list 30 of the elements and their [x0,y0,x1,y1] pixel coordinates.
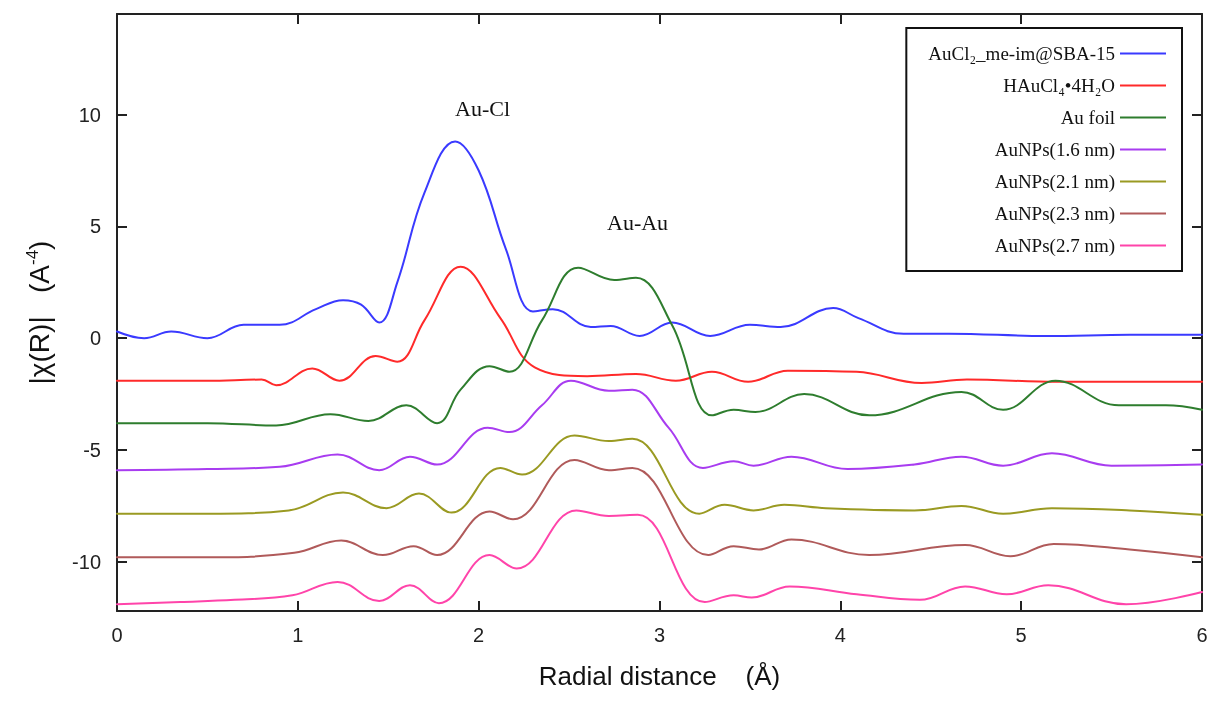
y-tick-label: 10 [78,103,101,126]
x-tick-label: 5 [1015,624,1027,646]
x-tick-label: 4 [834,624,846,646]
annotation: Au-Cl [455,95,510,121]
line-series [116,265,1203,387]
line-series [116,434,1203,516]
legend-label: AuNPs(1.6 nm) [994,139,1115,161]
x-tick-label: 1 [292,624,304,646]
line-series [116,140,1203,340]
legend-label: HAuCl₄•4H₂O [1003,75,1115,96]
legend-label: Au foil [1060,107,1115,128]
line-series [116,459,1203,559]
x-axis-title: Radial distance (Å) [538,661,781,691]
x-tick-label: 3 [653,624,666,646]
line-series [116,509,1203,606]
y-axis-title: |χ(R)| (A-4) [23,240,55,385]
y-tick-label: 0 [89,327,101,350]
x-tick-label: 6 [1196,624,1208,646]
line-series [116,266,1203,427]
legend-label: AuNPs(2.7 nm) [994,235,1115,257]
legend-label: AuCl₂_me-im@SBA-15 [928,43,1115,64]
y-tick-label: -5 [83,439,101,462]
x-tick-label: 2 [473,624,485,646]
y-tick-label: -10 [72,550,101,573]
legend-label: AuNPs(2.3 nm) [994,203,1115,225]
y-tick-label: 5 [89,215,101,238]
annotation: Au-Au [607,209,669,235]
legend-label: AuNPs(2.1 nm) [994,171,1115,193]
x-tick-label: 0 [111,624,123,646]
line-series [116,379,1203,472]
